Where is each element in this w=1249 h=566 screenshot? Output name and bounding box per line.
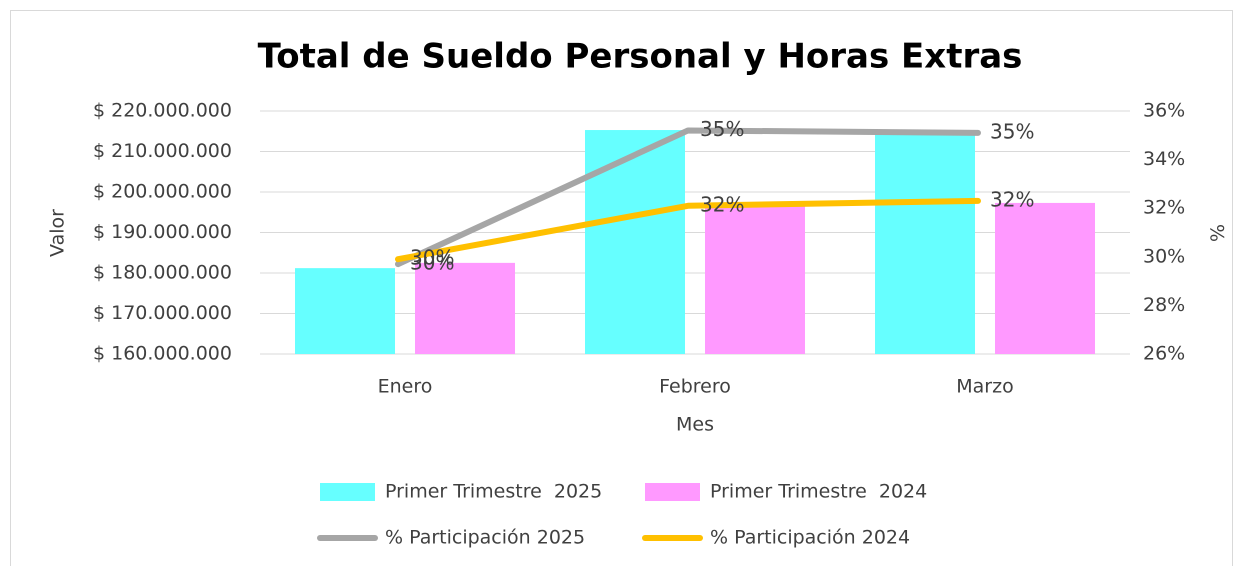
data-label: 32%: [700, 192, 744, 216]
line: [395, 127, 981, 268]
y2-tick-label: 30%: [1143, 245, 1185, 267]
bar: [295, 268, 395, 354]
data-label: 35%: [990, 119, 1034, 143]
y-tick-label: $ 190.000.000: [93, 221, 232, 243]
x-tick-label: Enero: [378, 376, 433, 398]
chart-title: Total de Sueldo Personal y Horas Extras: [258, 37, 1023, 77]
line: [395, 197, 981, 263]
bar: [875, 134, 975, 354]
legend-label: Primer Trimestre 2025: [385, 481, 602, 503]
legend-label: % Participación 2025: [385, 527, 585, 549]
bar: [415, 262, 515, 354]
y2-tick-label: 26%: [1143, 343, 1185, 365]
y-tick-label: $ 180.000.000: [93, 262, 232, 284]
x-tick-label: Marzo: [956, 376, 1013, 398]
y2-tick-label: 32%: [1143, 197, 1185, 219]
bar: [705, 206, 805, 354]
legend-swatch: [645, 483, 700, 501]
y-tick-label: $ 200.000.000: [93, 181, 232, 203]
y2-tick-label: 36%: [1143, 100, 1185, 122]
data-label: 30%: [410, 246, 454, 270]
y-tick-label: $ 160.000.000: [93, 343, 232, 365]
data-label: 35%: [700, 117, 744, 141]
bar: [995, 202, 1095, 354]
y-axis-label: Valor: [47, 209, 69, 257]
y2-tick-label: 34%: [1143, 148, 1185, 170]
y-tick-label: $ 210.000.000: [93, 140, 232, 162]
x-axis-label: Mes: [676, 414, 714, 436]
y2-tick-label: 28%: [1143, 294, 1185, 316]
legend-swatch: [320, 483, 375, 501]
bar: [585, 130, 685, 354]
y-tick-label: $ 170.000.000: [93, 302, 232, 324]
legend-label: Primer Trimestre 2024: [710, 481, 927, 503]
x-tick-label: Febrero: [659, 376, 731, 398]
legend-label: % Participación 2024: [710, 527, 910, 549]
y2-axis-label: %: [1206, 224, 1228, 242]
y-tick-label: $ 220.000.000: [93, 100, 232, 122]
data-label: 32%: [990, 187, 1034, 211]
